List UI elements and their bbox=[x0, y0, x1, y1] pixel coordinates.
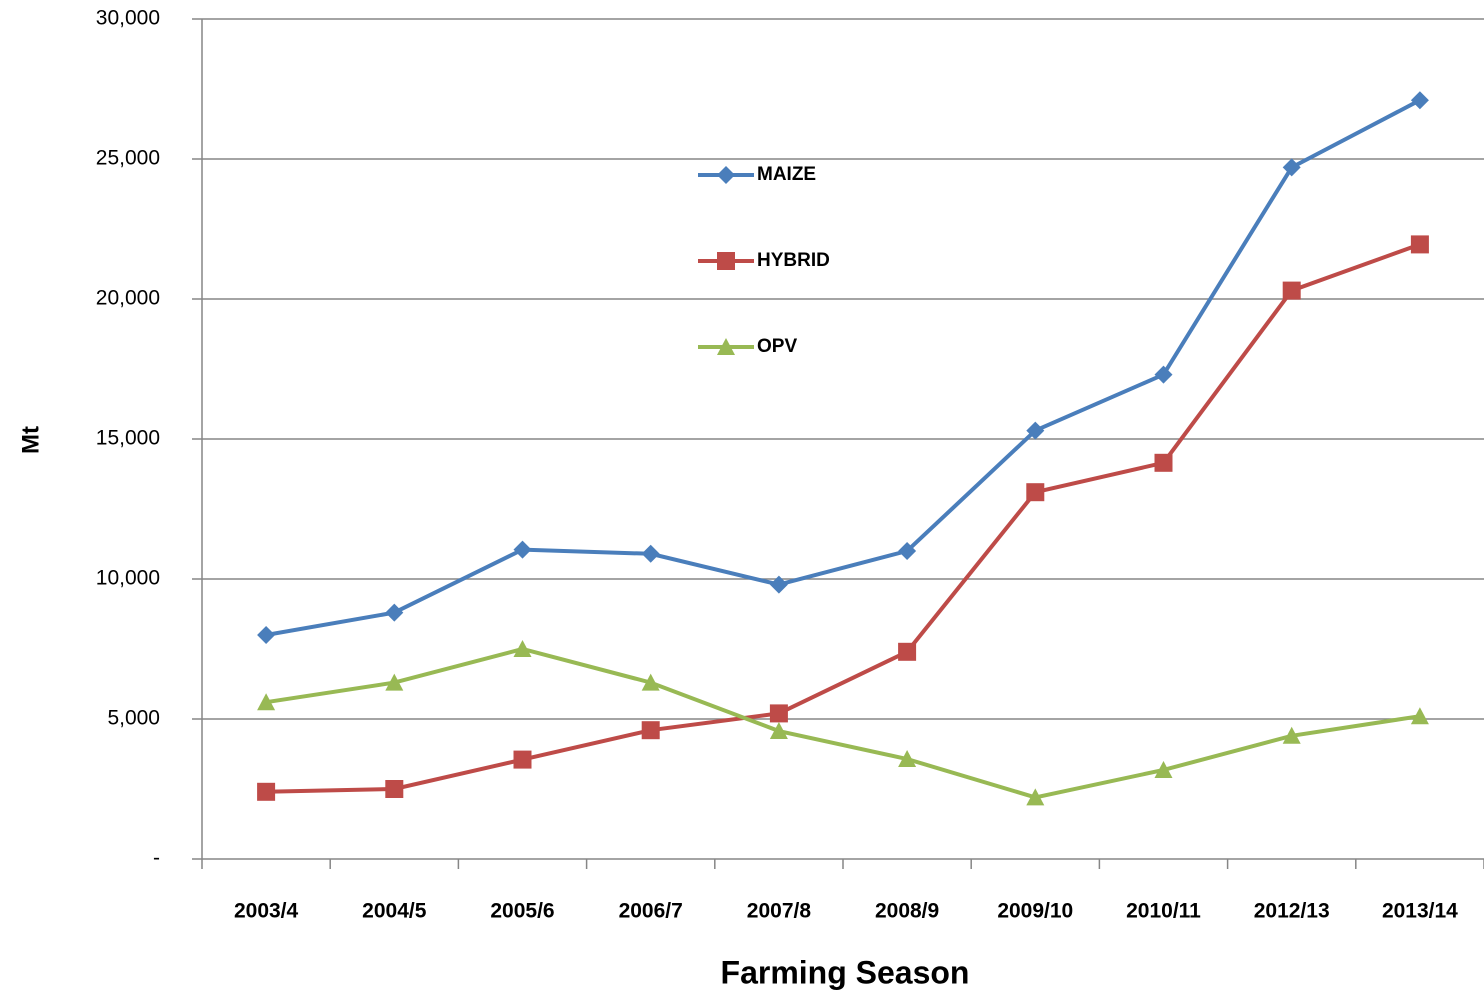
x-axis-label: Farming Season bbox=[721, 954, 970, 990]
marker bbox=[1154, 760, 1173, 778]
x-tick-label: 2010/11 bbox=[1126, 900, 1201, 923]
marker bbox=[641, 721, 660, 740]
y-axis-label: Mt bbox=[17, 426, 44, 454]
x-tick-label: 2006/7 bbox=[619, 900, 683, 923]
marker bbox=[717, 252, 735, 270]
marker bbox=[513, 750, 532, 769]
marker bbox=[257, 626, 276, 644]
marker bbox=[898, 642, 917, 661]
legend-label: HYBRID bbox=[757, 250, 830, 271]
y-tick-label: 5,000 bbox=[107, 707, 160, 730]
marker bbox=[898, 750, 917, 768]
series-line bbox=[265, 98, 1421, 637]
marker bbox=[1410, 235, 1429, 254]
y-tick-label: 15,000 bbox=[96, 427, 160, 450]
marker bbox=[385, 603, 404, 622]
legend-label: OPV bbox=[757, 336, 797, 357]
marker bbox=[1026, 788, 1045, 806]
marker bbox=[1154, 453, 1173, 472]
marker bbox=[1282, 158, 1301, 177]
marker bbox=[641, 673, 660, 691]
x-tick-label: 2003/4 bbox=[234, 900, 299, 923]
x-tick-label: 2005/6 bbox=[490, 900, 554, 923]
marker bbox=[769, 575, 788, 594]
legend-label: MAIZE bbox=[757, 164, 816, 185]
marker bbox=[1026, 421, 1045, 440]
series-line bbox=[266, 242, 1421, 794]
y-tick-label: - bbox=[153, 847, 160, 870]
y-tick-label: 25,000 bbox=[96, 147, 160, 170]
marker bbox=[385, 673, 404, 691]
x-tick-label: 2009/10 bbox=[997, 900, 1073, 923]
marker bbox=[513, 640, 532, 657]
marker bbox=[1026, 483, 1045, 502]
y-tick-label: 30,000 bbox=[96, 7, 160, 30]
marker bbox=[1410, 707, 1429, 725]
y-tick-label: 10,000 bbox=[96, 567, 160, 590]
marker bbox=[769, 722, 788, 740]
marker bbox=[513, 540, 532, 559]
marker bbox=[257, 782, 276, 801]
marker bbox=[1154, 365, 1173, 384]
marker bbox=[769, 704, 788, 723]
marker bbox=[641, 544, 660, 563]
marker bbox=[1282, 726, 1301, 744]
marker bbox=[898, 542, 917, 560]
y-tick-label: 20,000 bbox=[96, 287, 160, 310]
marker bbox=[1410, 91, 1429, 110]
marker bbox=[717, 166, 735, 184]
marker bbox=[257, 693, 276, 711]
x-tick-label: 2004/5 bbox=[362, 900, 427, 923]
x-tick-label: 2012/13 bbox=[1254, 900, 1330, 923]
series-line bbox=[265, 646, 1421, 800]
marker bbox=[1282, 281, 1301, 300]
marker bbox=[717, 338, 735, 355]
x-tick-label: 2013/14 bbox=[1382, 900, 1458, 923]
x-tick-label: 2008/9 bbox=[875, 900, 939, 923]
marker bbox=[385, 780, 404, 798]
x-tick-label: 2007/8 bbox=[747, 900, 812, 923]
